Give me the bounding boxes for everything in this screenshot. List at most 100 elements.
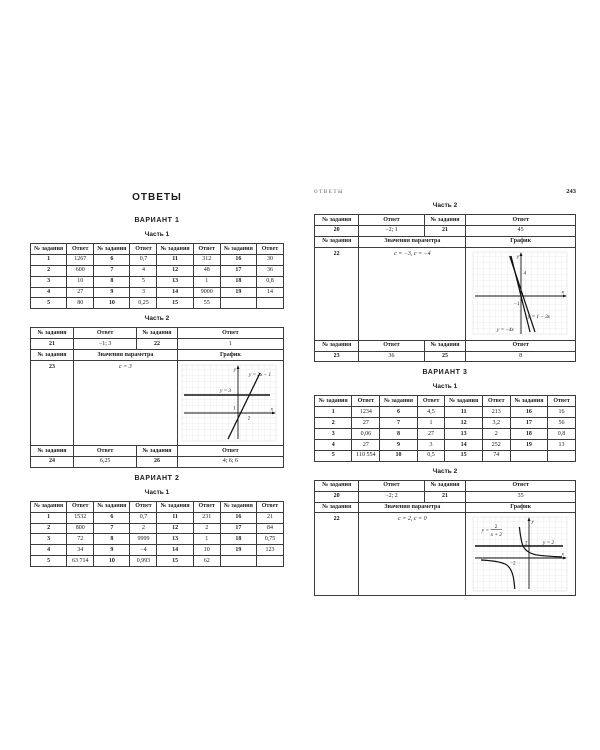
answer-cell: −2; 1: [358, 224, 425, 237]
y-axis-label: y: [233, 367, 237, 373]
hyperbola-left-branch: [480, 559, 516, 590]
graph-row: 23 c = 3 y = 3 y =: [30, 360, 285, 447]
table-row: 5 63 714 10 0,993 15 62: [29, 555, 285, 568]
answer-cell: 13: [547, 439, 576, 451]
answer-cell: 0,7: [129, 253, 158, 266]
column-header: Ответ: [358, 214, 425, 226]
line-label: y = 1 − 3x: [527, 314, 551, 320]
answer-cell: 72: [66, 533, 95, 546]
column-header: Ответ: [255, 243, 285, 255]
answer-cell: 4,5: [416, 406, 446, 419]
table-row: 2 600 7 4 12 48 17 36: [29, 264, 285, 277]
function-line-y1-3x: [508, 255, 536, 332]
task-number-cell: 5: [313, 449, 353, 462]
task-number-cell: 9: [93, 544, 131, 557]
x-axis-label: x: [270, 407, 274, 413]
variant-3-title: ВАРИАНТ 3: [422, 369, 468, 377]
column-header: № задания: [30, 445, 74, 457]
answer-cell: 36: [358, 350, 425, 363]
task-number-cell: 14: [156, 544, 194, 557]
task-number-cell: [219, 297, 257, 310]
column-header: № задания: [156, 243, 194, 255]
answer-cell: 1267: [66, 253, 95, 266]
table-row: 1 1532 6 0,7 11 231 16 21: [29, 511, 285, 524]
running-header: ОТВЕТЫ 243: [314, 188, 576, 196]
column-header: Ответ: [192, 500, 221, 513]
column-header: Ответ: [66, 243, 95, 255]
answer-cell: 1234: [351, 406, 381, 419]
task-number-cell: 20: [313, 490, 360, 503]
variant-1-title: ВАРИАНТ 1: [134, 217, 180, 224]
table-row: 2 27 7 1 12 3,2 17 56: [313, 417, 576, 430]
column-header: № задания: [423, 339, 467, 352]
task-number-cell: 17: [219, 264, 257, 277]
answer-cell: 0,06: [351, 428, 381, 441]
parameter-value-cell: c = 3: [73, 360, 178, 447]
answer-cell: 63 714: [66, 555, 95, 568]
task-number-cell: 26: [136, 455, 178, 468]
right-page: ОТВЕТЫ 243 Часть 2 № задания Ответ № зад…: [313, 188, 576, 597]
task-number-cell: 10: [93, 297, 131, 310]
task-number-cell: 16: [509, 406, 549, 419]
task-number-cell: 22: [136, 338, 178, 351]
column-header: Ответ: [176, 445, 285, 457]
task-number-cell: 16: [219, 511, 257, 524]
answer-cell: 0,25: [129, 297, 158, 310]
task-number-cell: 6: [379, 406, 418, 419]
answer-cell: 48: [192, 264, 221, 277]
task-number-cell: 12: [444, 417, 483, 430]
y-axis-arrow-icon: [519, 251, 523, 256]
tick-label: −1: [514, 302, 520, 307]
answer-cell: 27: [351, 439, 381, 451]
task-number-cell: 22: [313, 512, 360, 597]
line-label: y = −4x: [496, 326, 514, 333]
column-header: Значения параметра: [73, 349, 178, 362]
answer-cell: −1; 3: [72, 338, 138, 351]
table-row: 23 36 25 8: [313, 350, 576, 363]
answer-cell: 123: [255, 544, 285, 557]
answer-cell: 0,75: [255, 533, 285, 546]
task-number-cell: 15: [156, 297, 194, 310]
fraction-numerator-label: 2: [494, 525, 497, 530]
answer-cell: 21: [255, 511, 285, 524]
column-header: Ответ: [192, 243, 221, 255]
graph-cell: y = 2 x + 2 y = 2 2 −2 x y: [465, 512, 576, 597]
task-number-cell: 7: [93, 264, 131, 277]
y-axis-label: y: [530, 519, 534, 525]
task-number-cell: 16: [219, 253, 257, 266]
task-number-cell: 1: [313, 406, 353, 419]
answer-cell: [547, 449, 576, 462]
answer-cell: 74: [481, 449, 511, 462]
column-header: Ответ: [547, 395, 576, 408]
task-number-cell: 19: [219, 544, 257, 557]
task-number-cell: 9: [379, 439, 418, 451]
answer-cell: 213: [481, 406, 511, 419]
column-header: Ответ: [358, 339, 425, 352]
task-number-cell: 20: [313, 224, 360, 237]
answer-cell: 4: [129, 264, 158, 277]
task-number-cell: 12: [156, 522, 194, 535]
task-number-cell: 8: [93, 533, 131, 546]
task-number-cell: 6: [93, 511, 131, 524]
table-row: 20 −2; 2 21 35: [313, 490, 576, 503]
header-row: № задания Ответ № задания Ответ № задания Отв…: [29, 500, 285, 513]
line-label: y = 3: [219, 388, 231, 394]
task-number-cell: 13: [444, 428, 483, 441]
column-header: Ответ: [358, 479, 425, 492]
column-header: Ответ: [72, 445, 138, 457]
answer-cell: 5: [129, 275, 158, 288]
header-row: № задания Ответ № задания Ответ № задания Отв…: [313, 395, 576, 408]
answer-cell: 16: [547, 406, 576, 419]
task-number-cell: 10: [93, 555, 131, 568]
header-row: № задания Значения параметра График: [313, 235, 576, 248]
task-number-cell: 18: [219, 533, 257, 546]
tick-label: 1: [234, 407, 237, 412]
task-number-cell: 1: [29, 511, 68, 524]
column-header: Ответ: [129, 243, 158, 255]
task-number-cell: 11: [156, 253, 194, 266]
column-header: № задания: [313, 339, 360, 352]
answer-cell: 1: [176, 338, 285, 351]
table-row: 4 27 9 3 14 252 19 13: [313, 439, 576, 451]
header-row: № задания Ответ № задания Ответ: [30, 445, 285, 457]
answer-cell: 10: [192, 544, 221, 557]
